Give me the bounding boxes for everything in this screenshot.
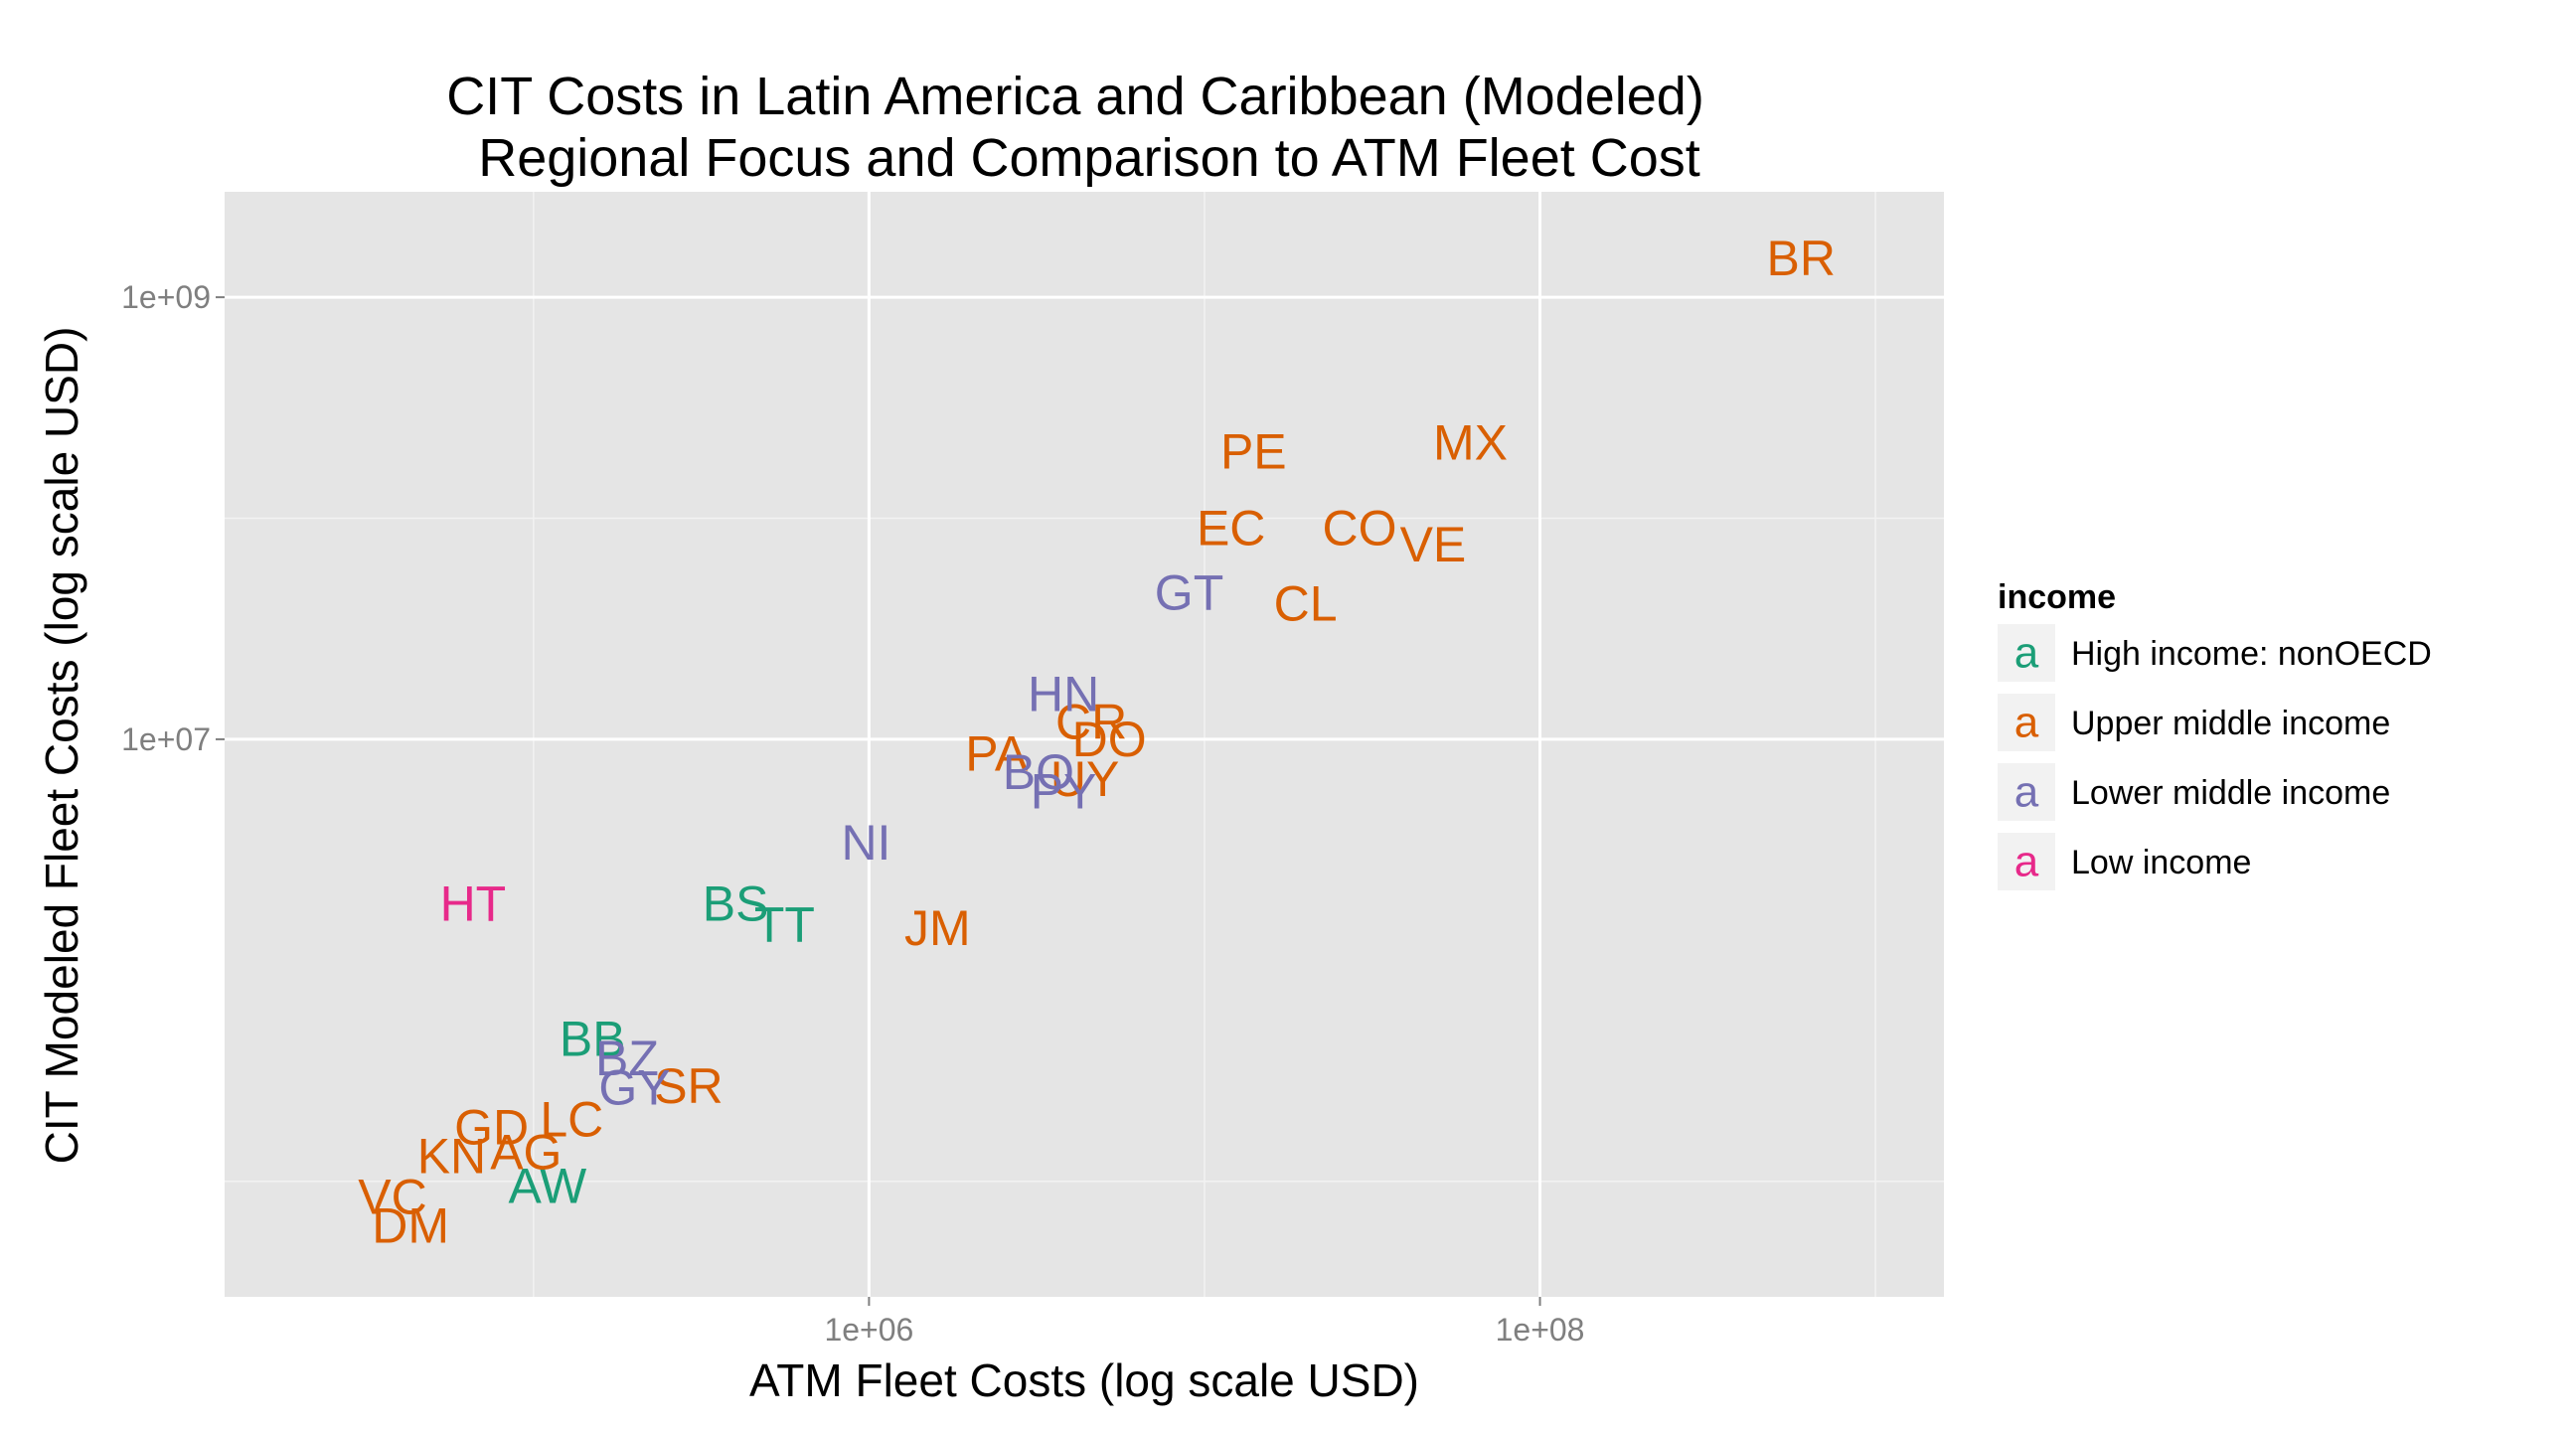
axis-ticks: 1e+06 1e+08 1e+07 1e+09 — [121, 279, 1584, 1348]
point-label-ht: HT — [440, 876, 507, 932]
point-label-ve: VE — [1400, 517, 1467, 572]
point-label-pe: PE — [1220, 424, 1287, 480]
plot-panel — [225, 192, 1944, 1297]
point-label-uy: UY — [1050, 751, 1119, 807]
point-label-mx: MX — [1433, 414, 1508, 470]
point-label-gd: GD — [454, 1100, 529, 1156]
point-label-py: PY — [1031, 764, 1097, 820]
point-label-tt: TT — [754, 896, 815, 952]
legend-key-glyph: a — [2014, 629, 2039, 678]
point-label-aw: AW — [508, 1159, 586, 1214]
major-gridlines — [225, 192, 1944, 1297]
point-label-jm: JM — [904, 900, 971, 956]
legend-label: Upper middle income — [2071, 705, 2390, 742]
legend-title: income — [1998, 578, 2116, 616]
point-label-hn: HN — [1028, 667, 1099, 722]
chart-subtitle: Regional Focus and Comparison to ATM Fle… — [478, 128, 1700, 188]
legend-key — [1998, 833, 2055, 890]
y-tick-label: 1e+09 — [121, 279, 211, 315]
legend-key — [1998, 694, 2055, 751]
point-label-co: CO — [1323, 501, 1397, 556]
y-axis-title: CIT Modeled Fleet Costs (log scale USD) — [36, 327, 87, 1165]
legend-entry: a Low income — [1998, 833, 2251, 890]
legend-key-glyph: a — [2014, 768, 2039, 817]
legend-entry: a High income: nonOECD — [1998, 624, 2432, 682]
legend-key-glyph: a — [2014, 699, 2039, 747]
legend-label: High income: nonOECD — [2071, 635, 2432, 673]
legend: income a High income: nonOECD a Upper middl… — [1998, 578, 2432, 890]
legend-entries: a High income: nonOECD a Upper middle incom… — [1998, 624, 2432, 890]
x-axis-title: ATM Fleet Costs (log scale USD) — [749, 1354, 1419, 1406]
point-label-sr: SR — [654, 1058, 723, 1114]
point-label-cr: CR — [1055, 694, 1127, 749]
point-label-pa: PA — [965, 725, 1029, 781]
legend-entry: a Upper middle income — [1998, 694, 2390, 751]
chart-title: CIT Costs in Latin America and Caribbean… — [446, 67, 1704, 126]
point-label-do: DO — [1072, 712, 1147, 767]
legend-key-glyph: a — [2014, 838, 2039, 886]
y-tick-label: 1e+07 — [121, 721, 211, 757]
point-label-bb: BB — [560, 1012, 626, 1067]
point-label-ni: NI — [841, 815, 890, 871]
point-label-gt: GT — [1155, 565, 1223, 621]
legend-key — [1998, 763, 2055, 821]
point-label-br: BR — [1766, 231, 1835, 286]
point-label-gy: GY — [598, 1060, 670, 1116]
point-label-kn: KN — [417, 1128, 486, 1184]
minor-gridlines — [225, 192, 1944, 1297]
point-label-cl: CL — [1274, 576, 1338, 632]
point-label-bz: BZ — [595, 1031, 659, 1086]
point-label-bs: BS — [703, 876, 769, 932]
legend-key — [1998, 624, 2055, 682]
point-label-vc: VC — [358, 1169, 426, 1224]
point-label-dm: DM — [372, 1197, 449, 1253]
x-tick-label: 1e+06 — [824, 1312, 913, 1348]
legend-label: Lower middle income — [2071, 774, 2390, 812]
x-tick-label: 1e+08 — [1496, 1312, 1585, 1348]
point-label-ec: EC — [1197, 501, 1265, 556]
point-label-lc: LC — [540, 1092, 603, 1148]
point-label-bo: BO — [1003, 744, 1074, 800]
point-label-ag: AG — [490, 1125, 562, 1181]
legend-label: Low income — [2071, 844, 2251, 881]
legend-entry: a Lower middle income — [1998, 763, 2390, 821]
